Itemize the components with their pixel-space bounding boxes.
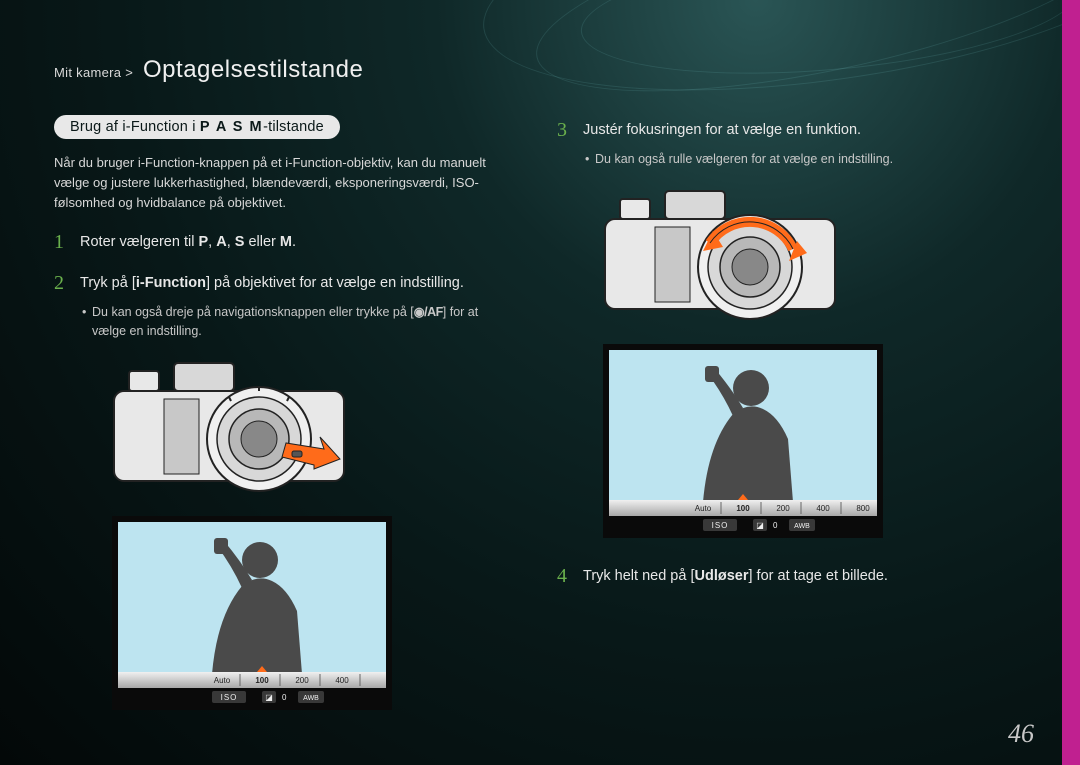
step-text: Justér fokusringen for at vælge en funkt…	[583, 119, 861, 141]
svg-text:800: 800	[856, 504, 870, 513]
svg-text:Auto: Auto	[695, 504, 712, 513]
iso-tick-auto: Auto	[214, 676, 231, 685]
section-heading-pill: Brug af i-Function i P A S M-tilstande	[54, 115, 340, 139]
page-number: 46	[1008, 719, 1034, 749]
svg-text:AWB: AWB	[303, 695, 319, 702]
svg-text:0: 0	[773, 521, 778, 530]
step-2-bullet: Du kan også dreje på navigationsknappen …	[82, 303, 497, 341]
step-2: 2 Tryk på [i-Function] på objektivet for…	[54, 272, 497, 295]
svg-text:ISO: ISO	[712, 521, 729, 530]
intro-paragraph: Når du bruger i-Function-knappen på et i…	[54, 153, 494, 213]
camera-illustration-ifunction	[104, 361, 497, 506]
screen-preview-iso: Auto 100 200 400 ISO ◪ 0	[112, 516, 497, 715]
step-3-bullet: Du kan også rulle vælgeren for at vælge …	[585, 150, 1000, 169]
svg-text:AWB: AWB	[794, 523, 810, 530]
breadcrumb: Mit kamera > Optagelsestilstande	[54, 56, 363, 84]
svg-text:400: 400	[335, 676, 349, 685]
breadcrumb-parent: Mit kamera >	[54, 65, 133, 80]
svg-text:400: 400	[816, 504, 830, 513]
svg-text:ISO: ISO	[221, 693, 238, 702]
svg-text:100: 100	[736, 504, 750, 513]
svg-text:200: 200	[776, 504, 790, 513]
svg-text:◪: ◪	[265, 693, 273, 702]
step-1: 1 Roter vælgeren til P, A, S eller M.	[54, 231, 497, 254]
svg-text:◪: ◪	[756, 521, 764, 530]
svg-text:100: 100	[255, 676, 269, 685]
right-column: 3 Justér fokusringen for at vælge en fun…	[557, 115, 1000, 715]
step-number: 4	[557, 565, 571, 588]
side-ribbon	[1062, 0, 1080, 765]
step-text: Roter vælgeren til P, A, S eller M.	[80, 231, 296, 253]
step-text: Tryk helt ned på [Udløser] for at tage e…	[583, 565, 888, 587]
page-title: Optagelsestilstande	[143, 56, 363, 83]
svg-text:0: 0	[282, 693, 287, 702]
step-number: 2	[54, 272, 68, 295]
step-text: Tryk på [i-Function] på objektivet for a…	[80, 272, 464, 294]
svg-text:200: 200	[295, 676, 309, 685]
step-4: 4 Tryk helt ned på [Udløser] for at tage…	[557, 565, 1000, 588]
step-number: 3	[557, 119, 571, 142]
step-3: 3 Justér fokusringen for at vælge en fun…	[557, 119, 1000, 142]
screen-preview-iso-2: Auto 100 200 400 800 ISO ◪ 0	[603, 344, 1000, 543]
camera-illustration-focusring	[595, 189, 1000, 334]
step-number: 1	[54, 231, 68, 254]
left-column: Brug af i-Function i P A S M-tilstande N…	[54, 115, 497, 715]
